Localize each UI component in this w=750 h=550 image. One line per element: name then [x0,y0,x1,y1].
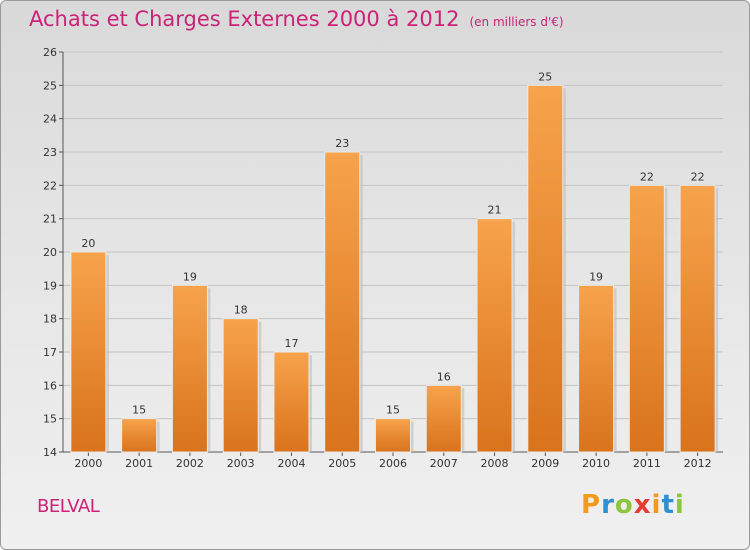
x-tick-label: 2006 [379,457,407,470]
bar [578,284,615,453]
value-label: 19 [183,270,197,283]
y-tick-label: 17 [43,346,57,359]
chart-title: Achats et Charges Externes 2000 à 2012 (e… [29,7,564,31]
bar [375,418,411,453]
bar [679,184,716,453]
y-tick-label: 20 [43,246,57,259]
logo-letter: o [614,490,634,520]
y-tick-label: 16 [43,379,57,392]
bar [171,284,208,453]
value-label: 15 [132,404,146,417]
y-tick-label: 24 [43,113,57,126]
bar [628,184,665,453]
value-label: 16 [437,370,451,383]
value-label: 21 [488,204,502,217]
logo-letter: i [651,490,662,520]
bar [324,151,361,453]
town-name: BELVAL [37,496,100,517]
y-tick-label: 26 [43,46,57,59]
value-label: 25 [538,70,552,83]
bar [527,84,564,453]
y-tick-label: 21 [43,213,57,226]
bar [222,318,259,453]
x-tick-label: 2003 [227,457,255,470]
chart-unit: (en milliers d'€) [469,15,564,29]
logo-letter: t [661,490,675,520]
value-label: 15 [386,404,400,417]
logo-letter: x [633,490,652,520]
x-tick-label: 2000 [74,457,102,470]
x-tick-label: 2005 [328,457,356,470]
x-tick-label: 2008 [481,457,509,470]
x-tick-label: 2011 [633,457,661,470]
value-label: 22 [691,170,705,183]
bar [476,218,513,453]
grid-lines [63,51,723,453]
bar [70,251,107,453]
labels: 20 2000 15 2001 19 2002 18 2003 17 2004 23 2005 15 20… [74,70,711,470]
value-label: 18 [234,304,248,317]
x-tick-label: 2010 [582,457,610,470]
bar [273,351,310,453]
y-tick-label: 15 [43,413,57,426]
x-tick-label: 2012 [684,457,712,470]
value-label: 17 [284,337,298,350]
bar [121,418,158,453]
proxiti-logo[interactable]: Proxiti [581,490,685,520]
y-tick-label: 18 [43,313,57,326]
logo-letter: r [601,490,615,520]
y-tick-label: 23 [43,146,57,159]
y-tick-label: 14 [43,446,57,459]
logo-letter: i [674,490,685,520]
bar [425,384,462,453]
bars [70,84,719,453]
value-label: 23 [335,137,349,150]
value-label: 22 [640,170,654,183]
value-label: 20 [81,237,95,250]
logo-letter: P [581,490,602,520]
value-label: 19 [589,270,603,283]
x-tick-label: 2007 [430,457,458,470]
x-tick-label: 2001 [125,457,153,470]
y-tick-label: 22 [43,179,57,192]
y-tick-label: 19 [43,279,57,292]
x-tick-label: 2002 [176,457,204,470]
x-tick-label: 2004 [277,457,305,470]
y-tick-label: 25 [43,79,57,92]
chart-title-text: Achats et Charges Externes 2000 à 2012 [29,7,460,31]
x-tick-label: 2009 [531,457,559,470]
